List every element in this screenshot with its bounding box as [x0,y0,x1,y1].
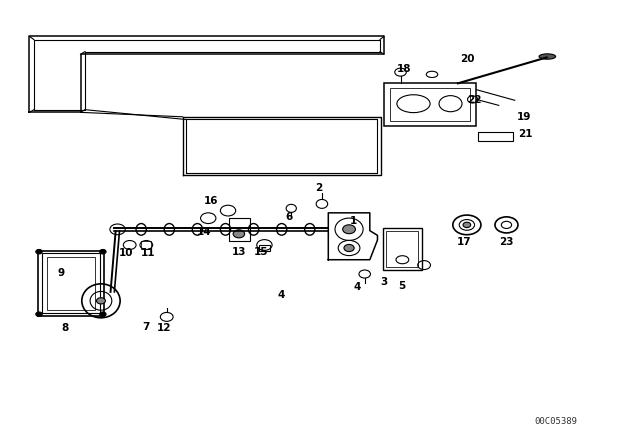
Bar [141,241,152,249]
Text: 4: 4 [278,290,285,301]
Text: 1: 1 [350,216,358,226]
Text: 2: 2 [315,183,323,193]
Text: 14: 14 [196,227,211,237]
Bar [259,246,269,251]
Ellipse shape [342,225,355,234]
Text: 9: 9 [57,268,64,278]
Text: 6: 6 [285,212,292,222]
Text: 8: 8 [61,323,68,332]
Ellipse shape [344,245,354,252]
Text: 17: 17 [457,237,472,247]
Text: 20: 20 [460,54,474,64]
Ellipse shape [36,312,42,316]
Text: 3: 3 [380,277,387,287]
Bar [383,228,422,270]
Bar [477,133,513,142]
Bar [390,88,470,121]
Bar [42,253,100,313]
Text: 5: 5 [398,280,405,291]
Text: 21: 21 [518,129,533,139]
Ellipse shape [100,312,106,316]
Ellipse shape [100,250,106,254]
Bar [47,257,95,310]
Ellipse shape [539,54,556,59]
Text: 00C05389: 00C05389 [535,417,578,426]
Ellipse shape [463,222,470,228]
Text: 4: 4 [353,282,361,293]
Bar [384,83,476,126]
Text: 18: 18 [397,64,412,73]
Text: 16: 16 [204,196,219,206]
Text: 15: 15 [254,247,269,257]
Bar [387,231,419,267]
Bar [228,218,250,241]
Text: 11: 11 [140,248,155,258]
Bar [38,251,104,315]
Text: 12: 12 [157,323,172,332]
Ellipse shape [36,250,42,254]
Text: 7: 7 [143,322,150,332]
Text: 19: 19 [517,112,532,122]
Text: 22: 22 [467,95,482,105]
Text: 23: 23 [499,237,514,247]
Ellipse shape [97,297,106,304]
Text: 13: 13 [232,247,247,257]
Text: 10: 10 [118,248,133,258]
Ellipse shape [233,230,244,238]
